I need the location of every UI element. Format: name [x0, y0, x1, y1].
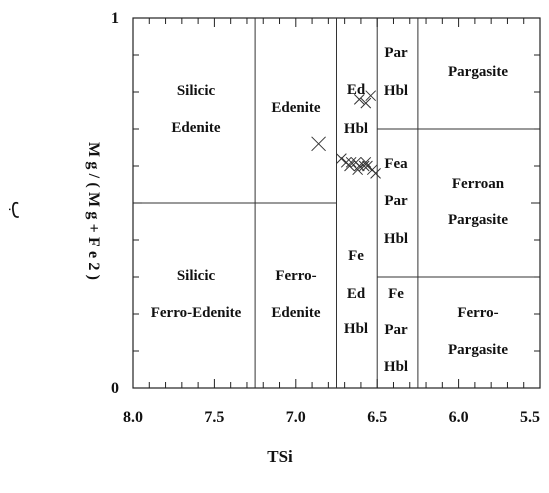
- data-point-stroke: [360, 156, 372, 168]
- data-point-stroke: [345, 156, 357, 168]
- field-labels: Silicic Edenite Edenite Ed Hbl Par Hbl P…: [151, 45, 509, 375]
- field-label: Edenite: [171, 120, 221, 136]
- data-point: [360, 97, 372, 109]
- data-point-stroke: [344, 160, 355, 172]
- field-label: Ed: [347, 82, 366, 98]
- field-label: Fe: [388, 286, 404, 302]
- data-point: [362, 160, 373, 172]
- data-point: [360, 156, 372, 168]
- data-point: [358, 160, 370, 172]
- y-axis-title: Mg/(Mg+Fe2): [85, 142, 102, 280]
- field-label: Ferro-Edenite: [151, 305, 242, 321]
- field-label: Pargasite: [448, 342, 508, 358]
- data-point-stroke: [365, 90, 377, 102]
- field-label: Fe: [348, 248, 364, 264]
- data-points: [311, 90, 381, 179]
- field-label: Hbl: [344, 121, 368, 137]
- data-point-stroke: [311, 136, 326, 152]
- field-label: Pargasite: [448, 64, 508, 80]
- data-point-stroke: [353, 160, 365, 172]
- field-label: Hbl: [384, 231, 408, 247]
- field-label: Edenite: [271, 100, 321, 116]
- field-label: Par: [384, 193, 408, 209]
- y-tick-label: 0: [111, 380, 119, 397]
- field-label: Par: [384, 45, 408, 61]
- data-point-stroke: [336, 153, 347, 164]
- x-axis-title: TSi: [267, 447, 293, 466]
- field-label: Hbl: [384, 359, 408, 375]
- data-point-stroke: [358, 160, 370, 172]
- field-label: Ferro-: [457, 305, 498, 321]
- data-point-stroke: [353, 94, 365, 105]
- data-point: [336, 153, 347, 164]
- field-label: Silicic: [177, 83, 216, 99]
- data-point: [353, 160, 365, 172]
- data-point-stroke: [362, 160, 373, 172]
- tick-marks: [132, 17, 541, 389]
- side-mark: ب: [7, 201, 31, 220]
- field-label: Par: [384, 322, 408, 338]
- field-label: Fea: [384, 156, 408, 172]
- data-point-stroke: [352, 164, 364, 176]
- field-label: Edenite: [271, 305, 321, 321]
- field-label: Ferro-: [275, 268, 316, 284]
- x-tick-label: 5.5: [520, 409, 540, 426]
- tick-labels: 8.0 7.5 7.0 6.5 6.0 5.5 0 1: [111, 10, 540, 426]
- data-point: [344, 160, 355, 172]
- data-point: [345, 156, 357, 168]
- data-point: [353, 94, 365, 105]
- data-point: [365, 90, 377, 102]
- field-label: Silicic: [177, 268, 216, 284]
- field-label: Hbl: [344, 321, 368, 337]
- data-point: [352, 164, 364, 176]
- field-boundaries: [133, 18, 540, 388]
- data-point: [370, 168, 381, 179]
- x-tick-label: 7.5: [204, 409, 224, 426]
- data-point-stroke: [360, 97, 372, 109]
- field-label: Ferroan: [452, 176, 505, 192]
- field-label: Hbl: [384, 83, 408, 99]
- field-label: Pargasite: [448, 212, 508, 228]
- y-tick-label: 1: [111, 10, 119, 27]
- x-tick-label: 8.0: [123, 409, 143, 426]
- data-point-stroke: [370, 168, 381, 179]
- x-tick-label: 6.0: [449, 409, 469, 426]
- field-label: Ed: [347, 286, 366, 302]
- x-tick-label: 7.0: [286, 409, 306, 426]
- x-tick-label: 6.5: [367, 409, 387, 426]
- data-point: [311, 136, 326, 152]
